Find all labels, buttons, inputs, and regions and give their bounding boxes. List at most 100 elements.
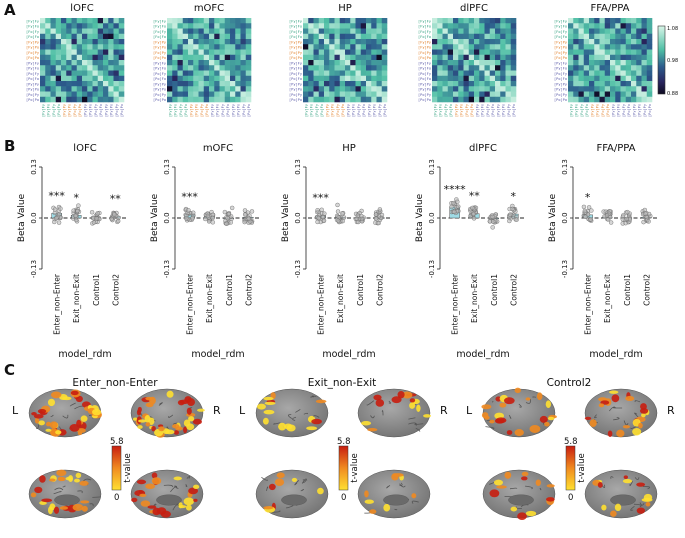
- category-label: Enter_non-Enter: [584, 273, 593, 335]
- sulcus: [370, 415, 375, 419]
- heatmap-cell: [240, 23, 247, 29]
- brain-surface: [130, 388, 205, 438]
- heatmap-col-label: [Po]Fo: [99, 104, 103, 117]
- heatmap-cell: [625, 54, 632, 61]
- heatmap-cell: [573, 60, 579, 66]
- heatmap-cell: [360, 60, 367, 66]
- data-point: [456, 204, 461, 209]
- activation-blob: [409, 402, 416, 409]
- activation-blob: [416, 404, 421, 412]
- panel-letter-c: C: [4, 361, 15, 379]
- activation-blob: [274, 478, 285, 486]
- heatmap-cell: [92, 18, 99, 24]
- heatmap-cell: [324, 39, 330, 45]
- heatmap-cell: [45, 54, 51, 61]
- category-label: Exit_non-Exit: [72, 274, 81, 323]
- heatmap-cell: [447, 49, 454, 56]
- brain-surface: [28, 388, 102, 438]
- heatmap-row-label: [Po]Fy: [26, 72, 40, 76]
- heatmap-cell: [610, 86, 616, 92]
- heatmap-cell: [646, 91, 653, 98]
- heatmap-cell: [620, 91, 627, 98]
- heatmap-cell: [203, 23, 210, 29]
- heatmap-cell: [381, 28, 388, 35]
- heatmap-cell: [50, 75, 57, 82]
- heatmap-cell: [578, 91, 585, 98]
- colorbar-a-tick-max: 1.08: [667, 26, 678, 32]
- cortex: [357, 469, 431, 519]
- activation-blob: [56, 469, 67, 477]
- heatmap-cell: [324, 49, 330, 56]
- heatmap-cell: [167, 86, 173, 92]
- bar-title: HP: [342, 143, 356, 154]
- heatmap-cell: [437, 33, 443, 40]
- heatmap-row-label: [Fy]Fy: [153, 19, 167, 23]
- heatmap-cell: [578, 60, 585, 66]
- heatmap-cell: [193, 60, 199, 66]
- activation-blob: [521, 471, 529, 477]
- heatmap-cell: [92, 23, 99, 29]
- heatmap-cell: [604, 91, 611, 98]
- heatmap-cell: [505, 18, 512, 24]
- category-label: Control1: [623, 274, 632, 306]
- heatmap-cell: [604, 39, 611, 45]
- category-label: Exit_non-Exit: [603, 274, 612, 323]
- heatmap-col-label: [Fo]Po: [470, 104, 474, 117]
- heatmap-cell: [303, 44, 309, 50]
- activation-blob: [639, 408, 649, 414]
- heatmap-cell: [437, 75, 443, 82]
- sulcus: [302, 479, 306, 484]
- heatmap-cell: [381, 23, 388, 29]
- heatmap-col-label: [Fo]Py: [465, 103, 469, 117]
- heatmap-cell: [188, 39, 194, 45]
- heatmap-cell: [355, 81, 362, 87]
- heatmap-cell: [240, 28, 247, 35]
- heatmap-cell: [245, 86, 252, 92]
- heatmap-col-label: [Fy]Py: [325, 103, 329, 117]
- heatmap-cell: [583, 28, 590, 35]
- heatmap-cell: [641, 75, 648, 82]
- heatmap-cell: [484, 28, 491, 35]
- heatmap-cell: [345, 39, 351, 45]
- heatmap-cell: [510, 23, 517, 29]
- heatmap-cell: [463, 39, 470, 45]
- heatmap-row-label: [Po]Py: [418, 93, 432, 97]
- heatmap-cell: [55, 39, 62, 45]
- heatmap-cell: [76, 81, 83, 87]
- heatmap-col-label: [Py]Py: [632, 103, 636, 117]
- heatmap-col-label: [Fo]Py: [73, 103, 77, 117]
- heatmap-cell: [625, 75, 632, 82]
- heatmap-cell: [468, 33, 475, 40]
- heatmap-cell: [214, 18, 220, 24]
- heatmap-cell: [61, 44, 67, 50]
- heatmap-cell: [646, 23, 653, 29]
- heatmap-cell: [568, 75, 574, 82]
- heatmap-cell: [313, 39, 320, 45]
- heatmap-cell: [500, 75, 506, 82]
- heatmap-cell: [589, 18, 595, 24]
- heatmap-cell: [334, 33, 341, 40]
- sulcus: [301, 478, 308, 484]
- data-point: [335, 202, 340, 208]
- heatmap-cell: [219, 70, 226, 77]
- heatmap-cell: [193, 33, 199, 40]
- sulcus: [163, 484, 174, 487]
- heatmap-cell: [334, 49, 341, 56]
- heatmap-cell: [40, 60, 46, 66]
- y-tick-label: 0.13: [294, 159, 302, 175]
- heatmap-cell: [318, 23, 325, 29]
- heatmap-cell: [339, 70, 346, 77]
- heatmap-cell: [625, 23, 632, 29]
- heatmap-row-label: [Fo]Fy: [289, 30, 303, 34]
- heatmap-cell: [245, 33, 252, 40]
- heatmap-cell: [578, 81, 585, 87]
- heatmap-cell: [235, 54, 241, 61]
- heatmap-cell: [108, 44, 114, 50]
- heatmap-cell: [324, 18, 330, 24]
- heatmap-cell: [625, 70, 632, 77]
- heatmap-cell: [103, 28, 109, 35]
- heatmap-cell: [625, 81, 632, 87]
- bar-title: dlPFC: [469, 143, 497, 154]
- heatmap-cell: [589, 91, 595, 98]
